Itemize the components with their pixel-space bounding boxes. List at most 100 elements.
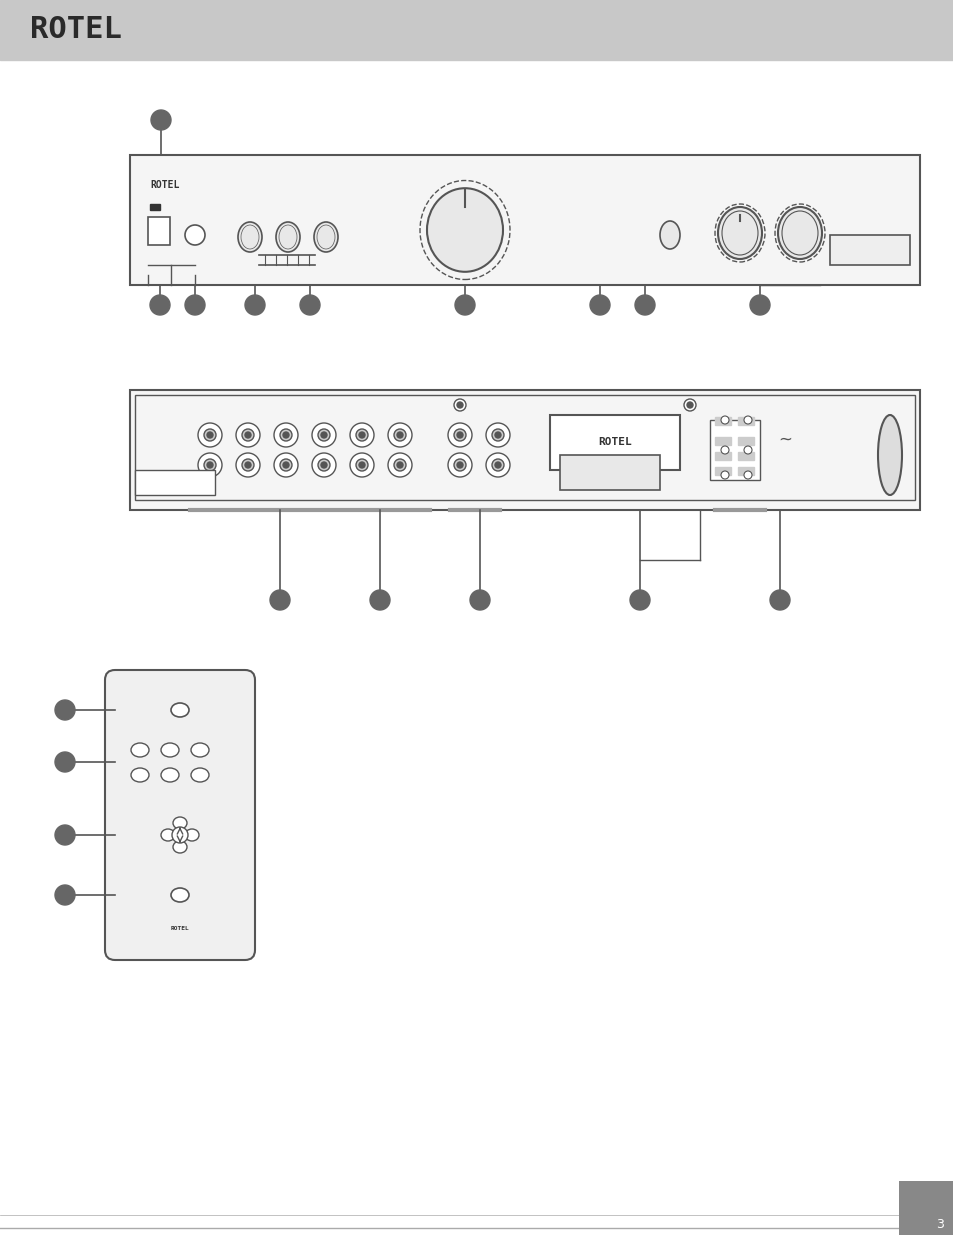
Circle shape [743,471,751,479]
Bar [148,217,170,245]
Ellipse shape [427,188,502,272]
Circle shape [312,453,335,477]
Circle shape [355,459,368,471]
Circle shape [283,462,289,468]
Bar [135,471,214,495]
Circle shape [245,295,265,315]
Ellipse shape [718,207,761,259]
Ellipse shape [275,222,299,252]
Circle shape [749,295,769,315]
Circle shape [495,432,500,438]
Circle shape [198,453,222,477]
Text: ROTEL: ROTEL [171,925,190,930]
Ellipse shape [191,743,209,757]
Ellipse shape [278,225,296,249]
Circle shape [207,462,213,468]
Ellipse shape [877,415,901,495]
Circle shape [454,399,465,411]
Circle shape [743,446,751,454]
Bar [714,467,730,475]
Ellipse shape [172,841,187,853]
Circle shape [448,453,472,477]
Bar [130,390,919,510]
Ellipse shape [781,211,817,254]
Bar [135,395,914,500]
Circle shape [743,416,751,424]
Circle shape [396,462,402,468]
Circle shape [388,453,412,477]
Circle shape [495,462,500,468]
Ellipse shape [314,222,337,252]
Circle shape [454,459,465,471]
Circle shape [245,462,251,468]
Circle shape [455,295,475,315]
Circle shape [350,424,374,447]
Circle shape [635,295,655,315]
Circle shape [456,462,462,468]
Circle shape [312,424,335,447]
Circle shape [370,590,390,610]
Circle shape [150,295,170,315]
Ellipse shape [171,703,189,718]
Text: ROTEL: ROTEL [598,437,631,447]
Circle shape [151,110,171,130]
Bar [738,452,753,459]
Circle shape [485,424,510,447]
Circle shape [769,590,789,610]
Bar [709,420,760,480]
Circle shape [720,446,728,454]
Ellipse shape [161,743,179,757]
Bar [714,417,730,425]
Circle shape [185,295,205,315]
Circle shape [185,225,205,245]
Circle shape [235,424,260,447]
Circle shape [683,399,696,411]
Circle shape [396,432,402,438]
Circle shape [456,403,462,408]
Bar [714,452,730,459]
Circle shape [394,459,406,471]
Circle shape [245,432,251,438]
Ellipse shape [171,888,189,902]
Ellipse shape [161,768,179,782]
Circle shape [448,424,472,447]
Circle shape [470,590,490,610]
Circle shape [274,453,297,477]
Circle shape [55,700,75,720]
Circle shape [485,453,510,477]
Circle shape [198,424,222,447]
Bar [738,467,753,475]
Circle shape [720,416,728,424]
Bar [738,437,753,445]
Circle shape [242,429,253,441]
Circle shape [686,403,692,408]
Circle shape [270,590,290,610]
Circle shape [172,827,188,844]
Circle shape [320,432,327,438]
Ellipse shape [131,743,149,757]
Bar [829,235,909,266]
Bar [714,437,730,445]
Circle shape [204,429,215,441]
Circle shape [317,459,330,471]
Circle shape [280,459,292,471]
Circle shape [589,295,609,315]
Ellipse shape [241,225,258,249]
Circle shape [55,825,75,845]
Text: 3: 3 [935,1219,943,1231]
Ellipse shape [721,211,758,254]
Bar [550,415,679,471]
Circle shape [629,590,649,610]
Text: ROTEL: ROTEL [150,180,179,190]
Ellipse shape [191,768,209,782]
Circle shape [55,885,75,905]
Circle shape [235,453,260,477]
Circle shape [394,429,406,441]
Circle shape [207,432,213,438]
Ellipse shape [131,768,149,782]
Circle shape [242,459,253,471]
Circle shape [317,429,330,441]
Bar [738,417,753,425]
Circle shape [492,459,503,471]
Circle shape [720,471,728,479]
